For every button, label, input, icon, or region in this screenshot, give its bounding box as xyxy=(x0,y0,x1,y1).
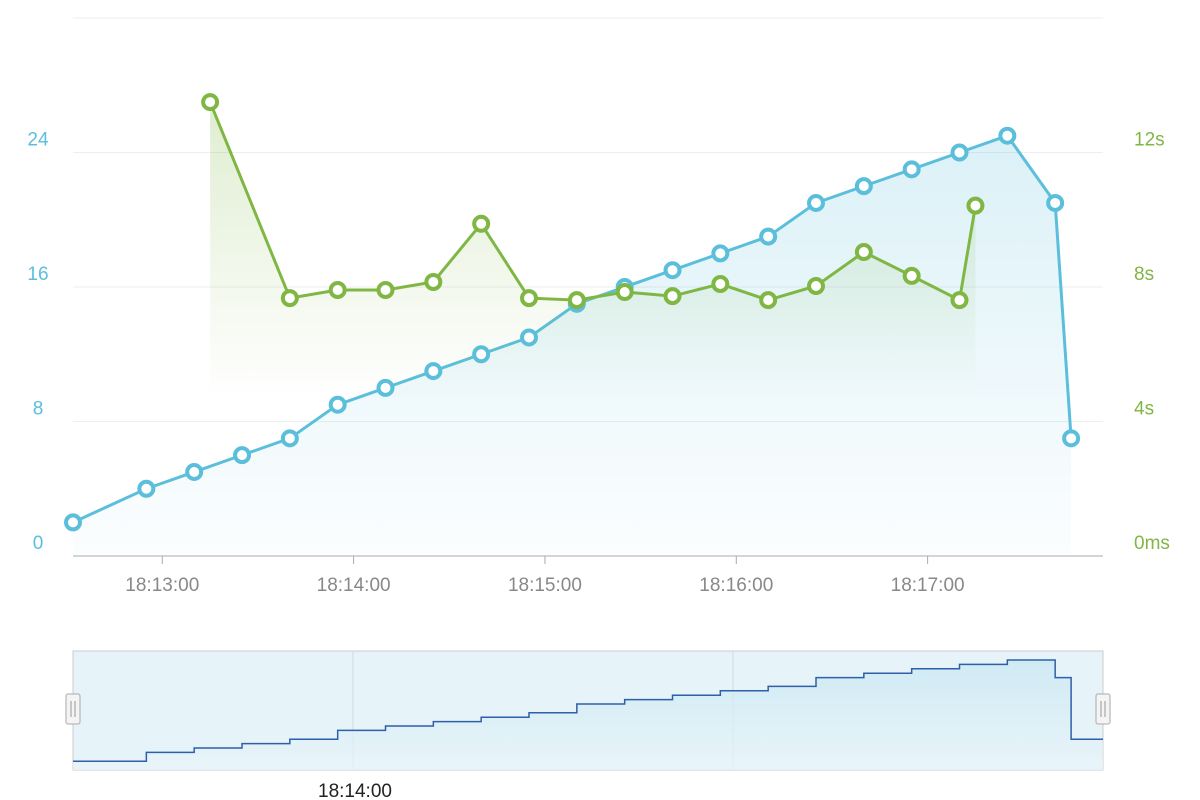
point xyxy=(663,287,682,306)
point xyxy=(807,276,826,295)
x-tick-label: 18:15:00 xyxy=(508,575,582,596)
point xyxy=(280,289,299,308)
point xyxy=(807,193,826,212)
y-tick-label: 16 xyxy=(27,264,48,285)
point xyxy=(711,274,730,293)
point xyxy=(950,143,969,162)
point xyxy=(567,291,586,310)
point xyxy=(663,261,682,280)
point xyxy=(328,281,347,300)
y2-tick-label: 12s xyxy=(1134,130,1165,151)
y2-tick-label: 8s xyxy=(1134,264,1154,285)
point xyxy=(520,289,539,308)
point xyxy=(233,446,252,465)
point xyxy=(520,328,539,347)
point xyxy=(472,345,491,364)
point xyxy=(1046,193,1065,212)
y2-tick-label: 4s xyxy=(1134,399,1154,420)
point xyxy=(950,291,969,310)
point xyxy=(185,462,204,481)
x-tick-label: 18:16:00 xyxy=(699,575,773,596)
point xyxy=(759,291,778,310)
y-tick-label: 8 xyxy=(33,399,44,420)
x-tick-label: 18:14:00 xyxy=(317,575,391,596)
point xyxy=(711,244,730,263)
x-tick-label: 18:17:00 xyxy=(891,575,965,596)
point xyxy=(854,177,873,196)
area xyxy=(210,102,976,556)
y-tick-label: 24 xyxy=(27,130,49,151)
point xyxy=(902,266,921,285)
point xyxy=(854,243,873,262)
point xyxy=(424,362,443,381)
point xyxy=(201,93,220,112)
point xyxy=(376,378,395,397)
navigator-line xyxy=(73,659,1103,762)
point xyxy=(376,281,395,300)
navigator-label: 18:14:00 xyxy=(318,781,392,800)
navigator-handle[interactable] xyxy=(1095,693,1111,725)
point xyxy=(998,126,1017,145)
x-tick-label: 18:13:00 xyxy=(125,575,199,596)
y-tick-label: 0 xyxy=(33,533,44,554)
point xyxy=(759,227,778,246)
point xyxy=(472,214,491,233)
point xyxy=(64,513,82,532)
point xyxy=(280,429,299,448)
point xyxy=(966,196,985,215)
point xyxy=(328,395,347,414)
navigator-handle[interactable] xyxy=(65,693,81,725)
point xyxy=(902,160,921,179)
navigator-area xyxy=(73,660,1103,770)
y2-tick-label: 0ms xyxy=(1134,533,1170,554)
point xyxy=(615,283,634,302)
point xyxy=(1062,429,1081,448)
point xyxy=(424,272,443,291)
point xyxy=(137,479,156,498)
